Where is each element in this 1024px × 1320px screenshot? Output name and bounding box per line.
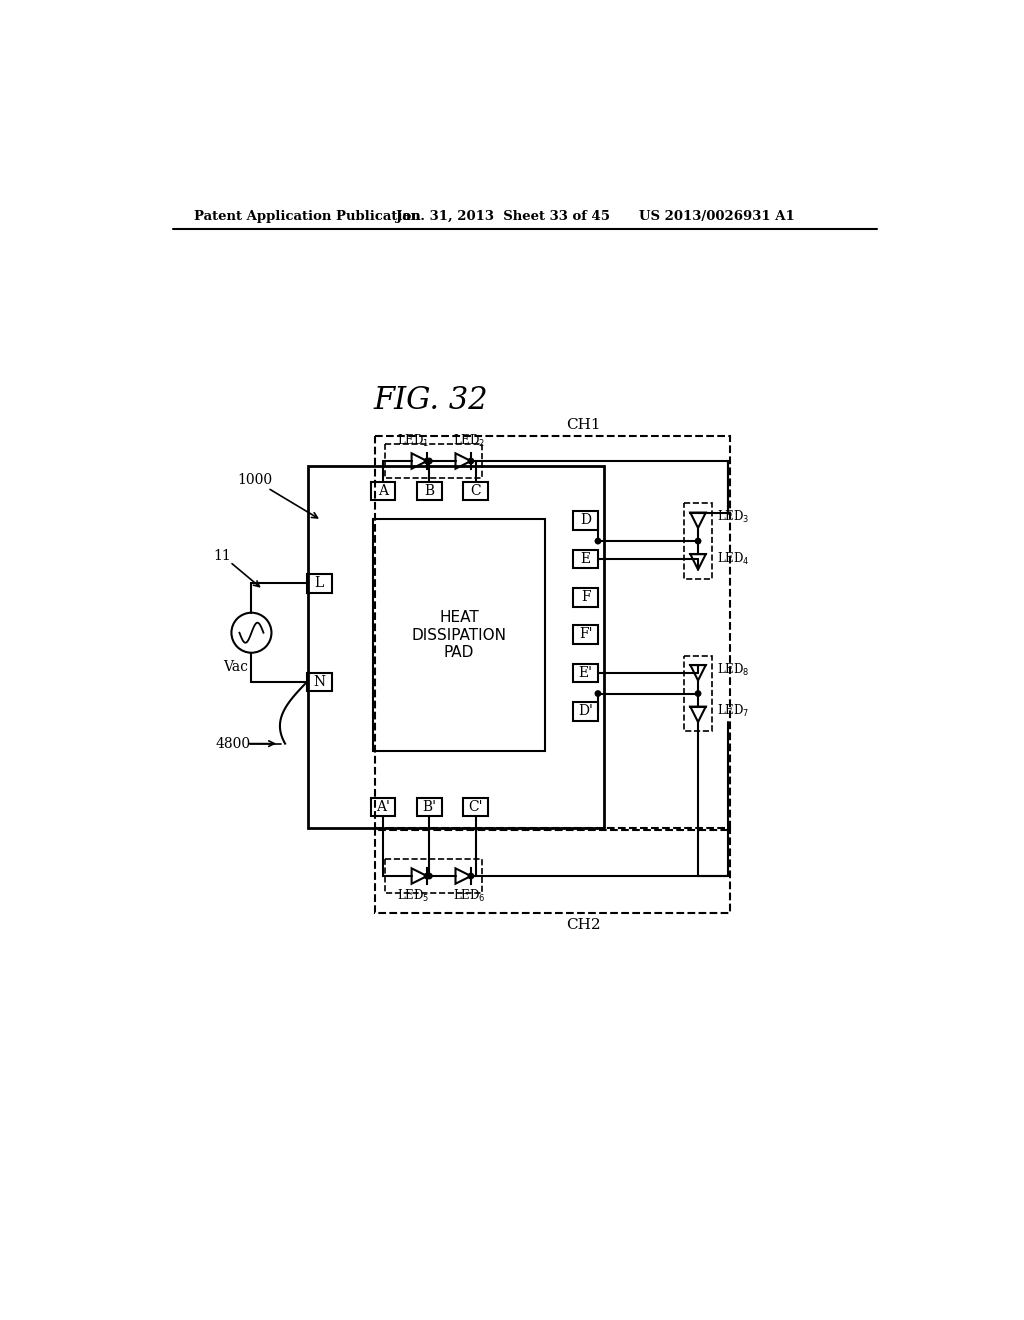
- Bar: [376, 436, 730, 830]
- Text: Jan. 31, 2013  Sheet 33 of 45: Jan. 31, 2013 Sheet 33 of 45: [396, 210, 610, 223]
- Text: E: E: [581, 552, 591, 566]
- Text: E': E': [579, 665, 593, 680]
- Text: A': A': [376, 800, 390, 813]
- Text: LED$_7$: LED$_7$: [717, 704, 749, 719]
- Text: A: A: [378, 484, 388, 498]
- Text: LED$_6$: LED$_6$: [453, 888, 485, 904]
- Bar: [684, 656, 712, 731]
- Circle shape: [595, 539, 601, 544]
- Text: Patent Application Publication: Patent Application Publication: [195, 210, 421, 223]
- Bar: [385, 444, 481, 478]
- Text: US 2013/0026931 A1: US 2013/0026931 A1: [639, 210, 795, 223]
- Bar: [684, 503, 712, 579]
- Text: LED$_3$: LED$_3$: [717, 510, 749, 525]
- Circle shape: [424, 458, 430, 463]
- Circle shape: [695, 539, 700, 544]
- Bar: [307, 574, 332, 593]
- Circle shape: [427, 874, 432, 879]
- Bar: [307, 466, 604, 829]
- Bar: [417, 482, 441, 500]
- Circle shape: [695, 690, 700, 696]
- Text: D: D: [581, 513, 591, 527]
- Bar: [573, 702, 598, 721]
- Bar: [573, 589, 598, 607]
- Bar: [573, 511, 598, 529]
- Circle shape: [468, 458, 473, 463]
- Text: HEAT
DISSIPATION
PAD: HEAT DISSIPATION PAD: [412, 610, 507, 660]
- Text: 11: 11: [213, 549, 231, 562]
- Text: B': B': [422, 800, 436, 813]
- Bar: [373, 519, 545, 751]
- Bar: [573, 664, 598, 682]
- Bar: [463, 482, 487, 500]
- Text: L: L: [314, 577, 324, 590]
- Text: LED$_2$: LED$_2$: [454, 433, 485, 449]
- Text: LED$_5$: LED$_5$: [397, 888, 429, 904]
- Bar: [573, 626, 598, 644]
- Bar: [385, 859, 481, 892]
- Bar: [376, 829, 730, 913]
- Text: Vac: Vac: [223, 660, 249, 673]
- Bar: [307, 673, 332, 692]
- Text: 1000: 1000: [238, 474, 272, 487]
- Text: D': D': [579, 705, 593, 718]
- Circle shape: [427, 458, 432, 463]
- Bar: [573, 549, 598, 568]
- Text: 4800: 4800: [215, 737, 250, 751]
- Bar: [463, 797, 487, 816]
- Text: LED$_1$: LED$_1$: [397, 433, 429, 449]
- Text: F': F': [579, 627, 592, 642]
- Circle shape: [424, 874, 430, 879]
- Circle shape: [468, 874, 473, 879]
- Text: C: C: [470, 484, 481, 498]
- Circle shape: [595, 690, 601, 696]
- Bar: [417, 797, 441, 816]
- Text: CH1: CH1: [566, 418, 601, 432]
- Bar: [371, 482, 395, 500]
- Text: CH2: CH2: [566, 919, 601, 932]
- Text: N: N: [313, 675, 326, 689]
- Text: LED$_8$: LED$_8$: [717, 661, 750, 677]
- Bar: [371, 797, 395, 816]
- Text: LED$_4$: LED$_4$: [717, 550, 750, 566]
- Text: C': C': [468, 800, 482, 813]
- Text: F: F: [581, 590, 591, 605]
- Text: FIG. 32: FIG. 32: [374, 385, 488, 416]
- Text: B: B: [424, 484, 434, 498]
